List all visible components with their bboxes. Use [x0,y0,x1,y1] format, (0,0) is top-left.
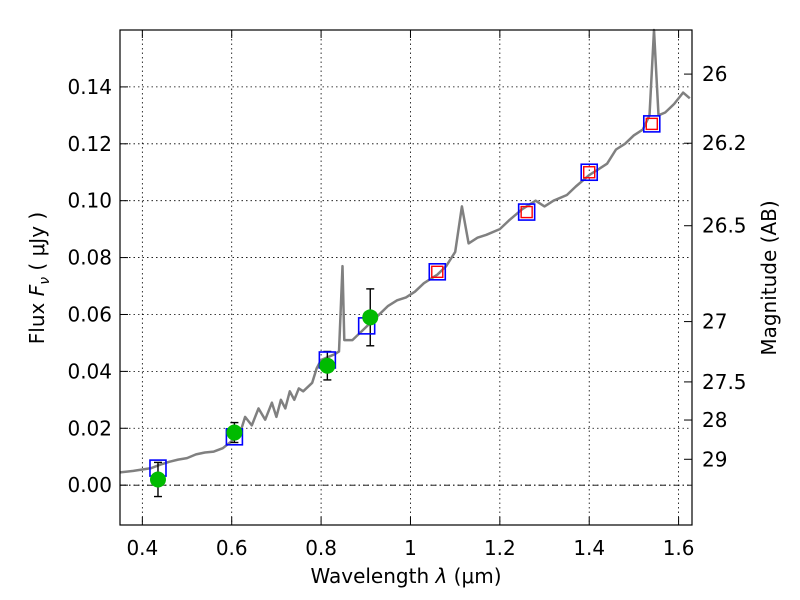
y-tick-label: 0.10 [67,189,112,213]
model-square [517,203,536,221]
x-axis-ticks: 0.4 0.6 0.8 1 1.2 1.4 1.6 [126,30,695,560]
magnitude-tick-label: 26.2 [702,131,747,155]
grid [120,30,692,525]
observed-point [226,424,243,441]
y-tick-label: 0.06 [67,302,112,326]
model-square [642,115,661,133]
y-tick-label: 0.00 [67,473,112,497]
x-tick-label: 1.6 [663,536,695,560]
x-tick-label: 0.8 [305,536,337,560]
magnitude-tick-label: 29 [702,447,727,471]
magnitude-tick-label: 26.5 [702,214,747,238]
model-photometry-inner-squares [431,117,658,279]
y-axis-label: Flux Fν ( μJy ) [25,212,53,344]
observed-point [362,309,379,326]
x-axis-label: Wavelength λ (μm) [310,564,501,588]
x-tick-label: 1 [404,536,417,560]
plot-area [119,28,691,498]
y-axis-ticks: 0.00 0.02 0.04 0.06 0.08 0.10 0.12 0.14 [67,75,128,497]
plot-frame [119,29,693,526]
model-square [580,163,599,182]
model-inner-square [645,117,658,131]
x-tick-label: 0.4 [126,536,158,560]
observed-point [149,471,166,488]
model-inner-square [520,205,533,219]
x-tick-label: 1.2 [484,536,516,560]
magnitude-tick-label: 27.5 [702,370,747,394]
y-tick-label: 0.04 [67,359,112,383]
y-tick-label: 0.14 [67,75,112,99]
y-tick-label: 0.02 [67,416,112,440]
x-tick-label: 0.6 [216,536,248,560]
plot-background [120,30,692,525]
magnitude-tick-label: 27 [702,310,727,334]
observed-point [319,357,336,374]
magnitude-axis-ticks: 26 26.2 26.5 27 27.5 28 29 [684,62,747,471]
observed-photometry-points [149,309,379,488]
model-inner-square [431,265,444,279]
y-tick-label: 0.12 [67,132,112,156]
magnitude-axis-label: Magnitude (AB) [757,200,781,355]
model-square [428,263,447,281]
magnitude-tick-label: 26 [702,62,727,86]
y-tick-label: 0.08 [67,246,112,270]
model-inner-square [583,166,596,179]
model-spectrum-line [119,28,691,474]
magnitude-tick-label: 28 [702,408,727,432]
x-tick-label: 1.4 [573,536,605,560]
